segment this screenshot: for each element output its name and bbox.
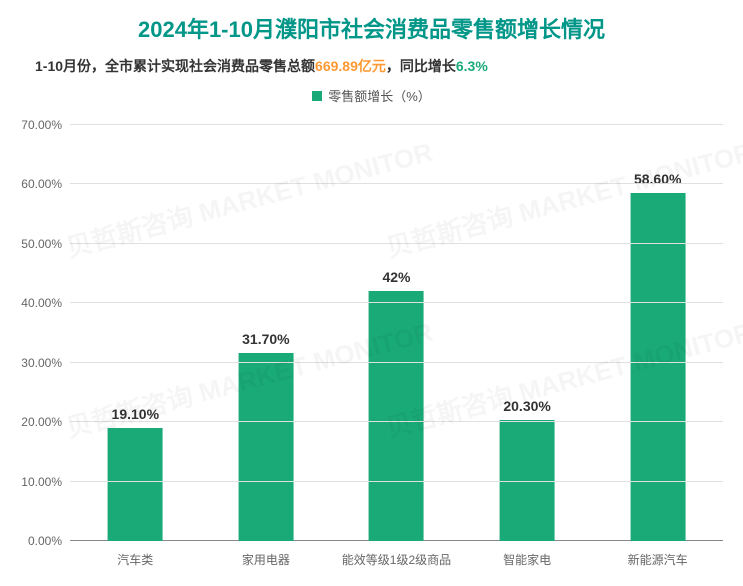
y-axis-label: 70.00% [21,118,62,132]
x-axis-label: 汽车类 [117,551,153,568]
gridline [70,124,723,125]
legend-swatch [312,91,322,101]
chart-plot-area: 19.10%汽车类31.70%家用电器42%能效等级1级2级商品20.30%智能… [70,125,723,541]
bar: 19.10% [108,428,163,542]
legend-label: 零售额增长（%） [328,89,431,104]
gridline [70,243,723,244]
bar-slot: 19.10%汽车类 [70,125,201,541]
bar-slot: 31.70%家用电器 [201,125,332,541]
subtitle-prefix: 1-10月份，全市累计实现社会消费品零售总额 [35,58,315,74]
y-axis-label: 30.00% [21,356,62,370]
legend: 零售额增长（%） [0,76,743,105]
bar: 42% [369,291,424,541]
subtitle-mid: ，同比增长 [386,58,456,74]
bar-slot: 58.60%新能源汽车 [592,125,723,541]
gridline [70,183,723,184]
gridline [70,362,723,363]
y-axis-label: 0.00% [28,534,62,548]
bar-value-label: 20.30% [503,398,550,414]
bars-container: 19.10%汽车类31.70%家用电器42%能效等级1级2级商品20.30%智能… [70,125,723,541]
bar: 31.70% [238,353,293,541]
x-axis-label: 智能家电 [503,551,551,568]
bar-value-label: 42% [382,269,410,285]
gridline [70,302,723,303]
x-axis-label: 新能源汽车 [628,551,688,568]
x-axis-label: 能效等级1级2级商品 [342,551,451,568]
y-axis-label: 20.00% [21,415,62,429]
gridline [70,481,723,482]
bar-value-label: 31.70% [242,331,289,347]
subtitle-value-growth: 6.3% [456,58,488,74]
y-axis-label: 10.00% [21,475,62,489]
gridline [70,421,723,422]
chart-title: 2024年1-10月濮阳市社会消费品零售额增长情况 [0,0,743,44]
chart-subtitle: 1-10月份，全市累计实现社会消费品零售总额669.89亿元，同比增长6.3% [0,44,743,76]
bar-value-label: 19.10% [112,406,159,422]
bar-slot: 20.30%智能家电 [462,125,593,541]
bar-slot: 42%能效等级1级2级商品 [331,125,462,541]
y-axis-label: 40.00% [21,296,62,310]
x-axis-label: 家用电器 [242,551,290,568]
y-axis-label: 50.00% [21,237,62,251]
bar: 58.60% [630,193,685,541]
subtitle-value-amount: 669.89亿元 [315,58,386,74]
y-axis-label: 60.00% [21,177,62,191]
